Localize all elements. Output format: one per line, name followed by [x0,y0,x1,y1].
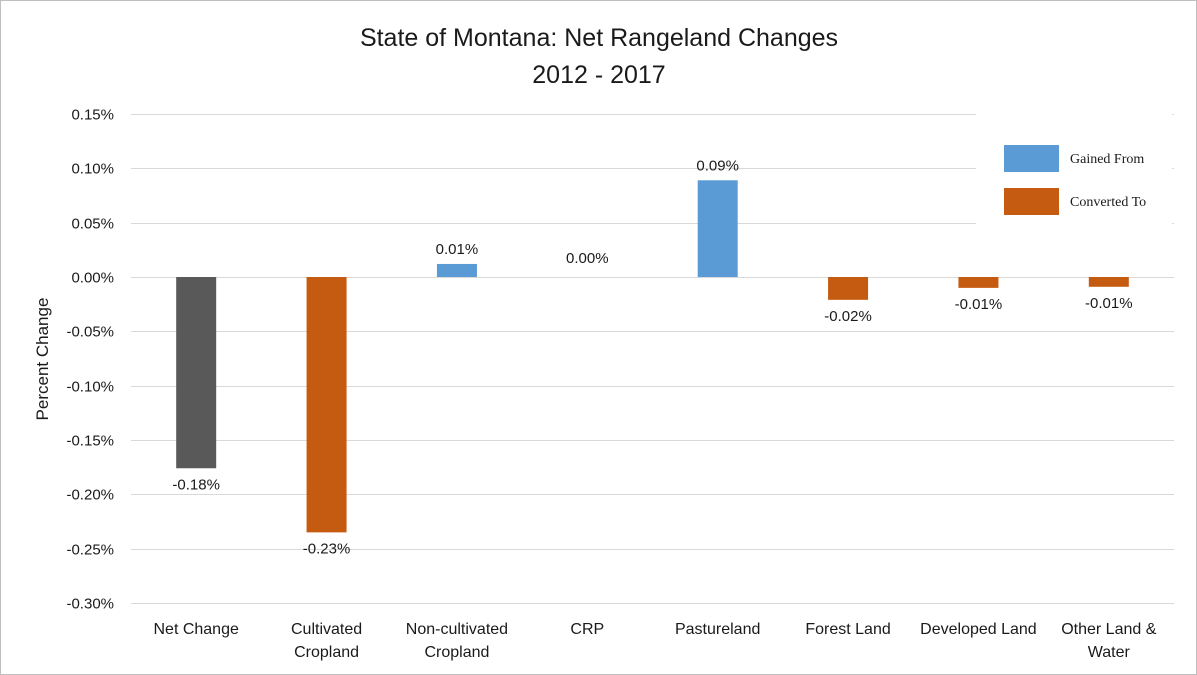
x-category-label: CRP [570,621,604,638]
bars [176,180,1129,533]
bar [1088,277,1129,287]
data-label: -0.02% [824,308,872,325]
data-label: 0.09% [696,157,739,174]
gridlines [131,114,1174,604]
x-axis-categories: Net Change Cultivated Cropland Non-cultivat… [153,621,1156,661]
data-label: 0.01% [436,241,479,258]
x-category-label: Water [1088,644,1131,661]
y-axis-ticks: 0.15% 0.10% 0.05% 0.00% -0.05% -0.10% -0.15% -0… [66,107,114,613]
chart-title: State of Montana: Net Rangeland Changes [360,24,838,52]
bar [828,277,869,300]
x-category-label: Cultivated [291,621,362,638]
y-tick-label: -0.25% [66,542,114,559]
y-tick-label: -0.15% [66,433,114,450]
bar [306,277,347,533]
data-label: -0.01% [1085,295,1133,312]
y-tick-label: 0.00% [71,270,114,287]
bar [697,180,738,277]
x-category-label: Pastureland [675,621,760,638]
data-label: -0.18% [172,476,220,493]
x-category-label: Cropland [294,644,359,661]
data-label: -0.01% [955,296,1003,313]
legend-swatch [1004,145,1059,172]
data-label: -0.23% [303,540,351,557]
legend-swatch [1004,188,1059,215]
bar [176,277,217,469]
x-category-label: Non-cultivated [406,621,508,638]
y-tick-label: 0.15% [71,107,114,124]
y-axis-label: Percent Change [33,298,52,421]
bar [436,263,477,277]
data-labels: -0.18% -0.23% 0.01% 0.00% 0.09% -0.02% -0.01% -… [172,157,1132,557]
y-tick-label: -0.10% [66,379,114,396]
legend: Gained From Converted To [976,113,1172,231]
y-tick-label: 0.05% [71,216,114,233]
x-category-label: Other Land & [1061,621,1157,638]
legend-label: Gained From [1070,152,1144,167]
y-tick-label: 0.10% [71,161,114,178]
legend-label: Converted To [1070,195,1146,210]
x-category-label: Net Change [153,621,238,638]
x-category-label: Forest Land [805,621,890,638]
data-label: 0.00% [566,250,609,267]
x-category-label: Developed Land [920,621,1037,638]
y-tick-label: -0.20% [66,487,114,504]
y-tick-label: -0.05% [66,324,114,341]
x-category-label: Cropland [424,644,489,661]
chart-subtitle: 2012 - 2017 [532,61,665,89]
y-tick-label: -0.30% [66,596,114,613]
bar [958,277,999,288]
